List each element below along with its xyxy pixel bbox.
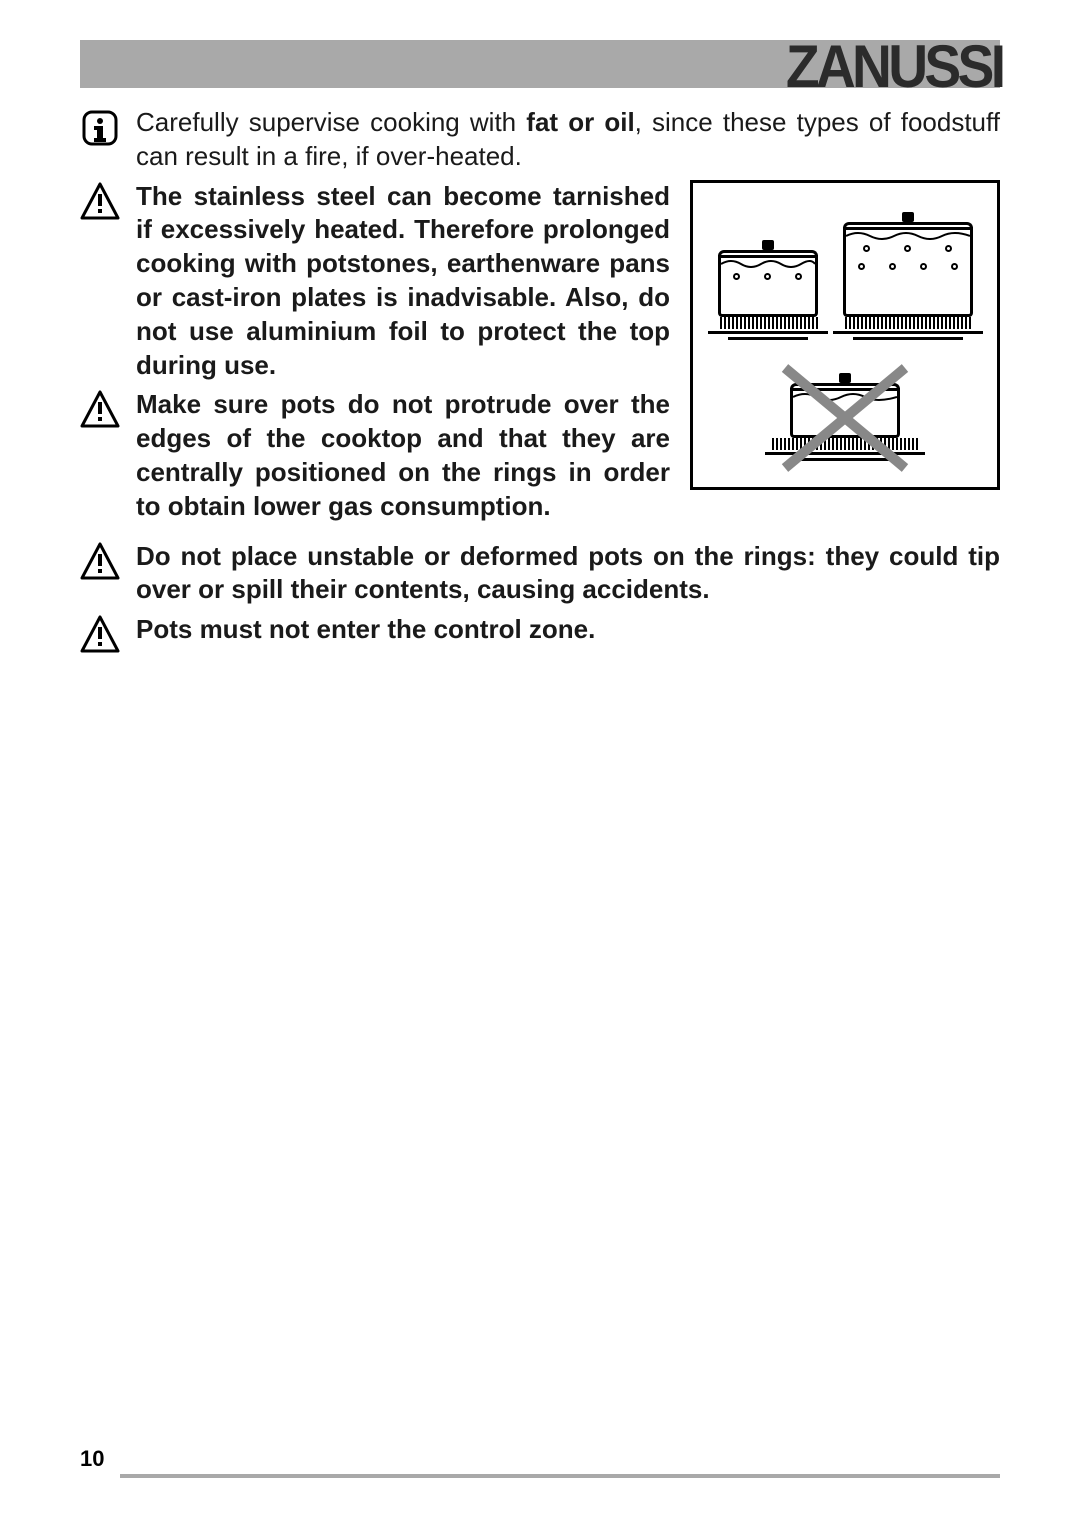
info-icon [80,106,136,153]
footer-rule [120,1474,1000,1478]
warning-icon [80,540,136,585]
warning-protrude-text: Make sure pots do not protrude over the … [136,388,670,523]
left-warnings: The stainless steel can become tarnished… [80,180,670,530]
pot-wrong [790,373,900,461]
header-bar: ZANUSSI [80,40,1000,88]
row-with-figure: The stainless steel can become tarnished… [80,180,1000,530]
warning-protrude: Make sure pots do not protrude over the … [80,388,670,523]
warning-unstable-text: Do not place unstable or deformed pots o… [136,540,1000,608]
note-info: Carefully supervise cooking with fat or … [80,106,1000,174]
page-number: 10 [80,1446,104,1472]
pot-diagram [690,180,1000,490]
page: ZANUSSI Carefully supervise cooking with… [0,0,1080,1532]
cross-icon [780,363,910,473]
warning-stainless: The stainless steel can become tarnished… [80,180,670,383]
warning-stainless-text: The stainless steel can become tarnished… [136,180,670,383]
warning-icon [80,613,136,658]
pot-large-correct [843,212,973,340]
warning-control-zone-text: Pots must not enter the control zone. [136,613,1000,647]
note-info-text: Carefully supervise cooking with fat or … [136,106,1000,174]
warning-unstable: Do not place unstable or deformed pots o… [80,540,1000,608]
text-pre: Carefully supervise cooking with [136,107,526,137]
warning-icon [80,388,136,433]
pot-small-correct [718,240,818,340]
warning-icon [80,180,136,225]
text-bold: fat or oil [526,107,634,137]
brand-logo: ZANUSSI [785,32,1002,101]
warning-control-zone: Pots must not enter the control zone. [80,613,1000,658]
content: Carefully supervise cooking with fat or … [80,106,1000,658]
